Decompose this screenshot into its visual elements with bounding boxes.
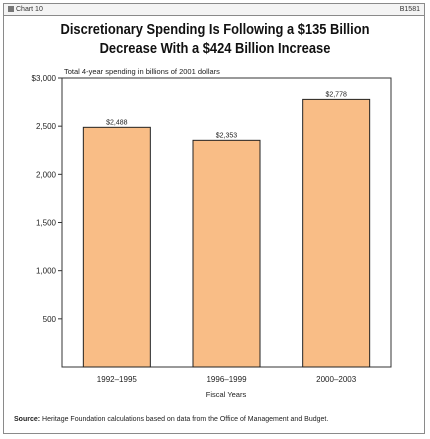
y-tick-label: 1,500 bbox=[36, 219, 57, 228]
bars: $2,488 $2,353 $2,778 bbox=[82, 91, 371, 368]
y-tick-label: 2,500 bbox=[36, 122, 57, 131]
chart-topbar: Chart 10 B1581 bbox=[4, 4, 424, 16]
y-tick-label: 500 bbox=[43, 315, 57, 324]
x-tick-label: 1992–1995 bbox=[97, 375, 138, 384]
bar-value-label: $2,488 bbox=[106, 119, 128, 126]
chart-icon bbox=[8, 6, 14, 12]
chart-subtitle: Total 4-year spending in billions of 200… bbox=[64, 67, 220, 76]
x-tick-label: 1996–1999 bbox=[206, 375, 247, 384]
source-label: Source: bbox=[14, 416, 41, 423]
source-text: Heritage Foundation calculations based o… bbox=[42, 416, 329, 423]
bar-value-label: $2,778 bbox=[325, 91, 347, 98]
chart-number-text: Chart 10 bbox=[16, 6, 43, 13]
bar-value-label: $2,353 bbox=[216, 132, 238, 139]
y-tick-label: $3,000 bbox=[32, 74, 57, 83]
chart-number-label: Chart 10 bbox=[8, 5, 43, 14]
bar bbox=[192, 139, 261, 368]
bar bbox=[82, 126, 151, 368]
x-axis-title: Fiscal Years bbox=[206, 390, 247, 399]
bar bbox=[302, 98, 371, 368]
y-tick-label: 1,000 bbox=[36, 267, 57, 276]
chart-id: B1581 bbox=[399, 6, 420, 13]
x-axis: 1992–1995 1996–1999 2000–2003 bbox=[97, 375, 357, 384]
y-tick-label: 2,000 bbox=[36, 170, 57, 179]
chart-title-line-1: Discretionary Spending Is Following a $1… bbox=[60, 21, 370, 38]
x-tick-label: 2000–2003 bbox=[316, 375, 357, 384]
chart-title: Discretionary Spending Is Following a $1… bbox=[30, 20, 400, 58]
y-axis: 500 1,000 1,500 2,000 2,500 $3,000 bbox=[32, 74, 62, 324]
chart-title-line-2: Decrease With a $424 Billion Increase bbox=[99, 40, 331, 57]
source-note: Source: Heritage Foundation calculations… bbox=[14, 415, 328, 424]
